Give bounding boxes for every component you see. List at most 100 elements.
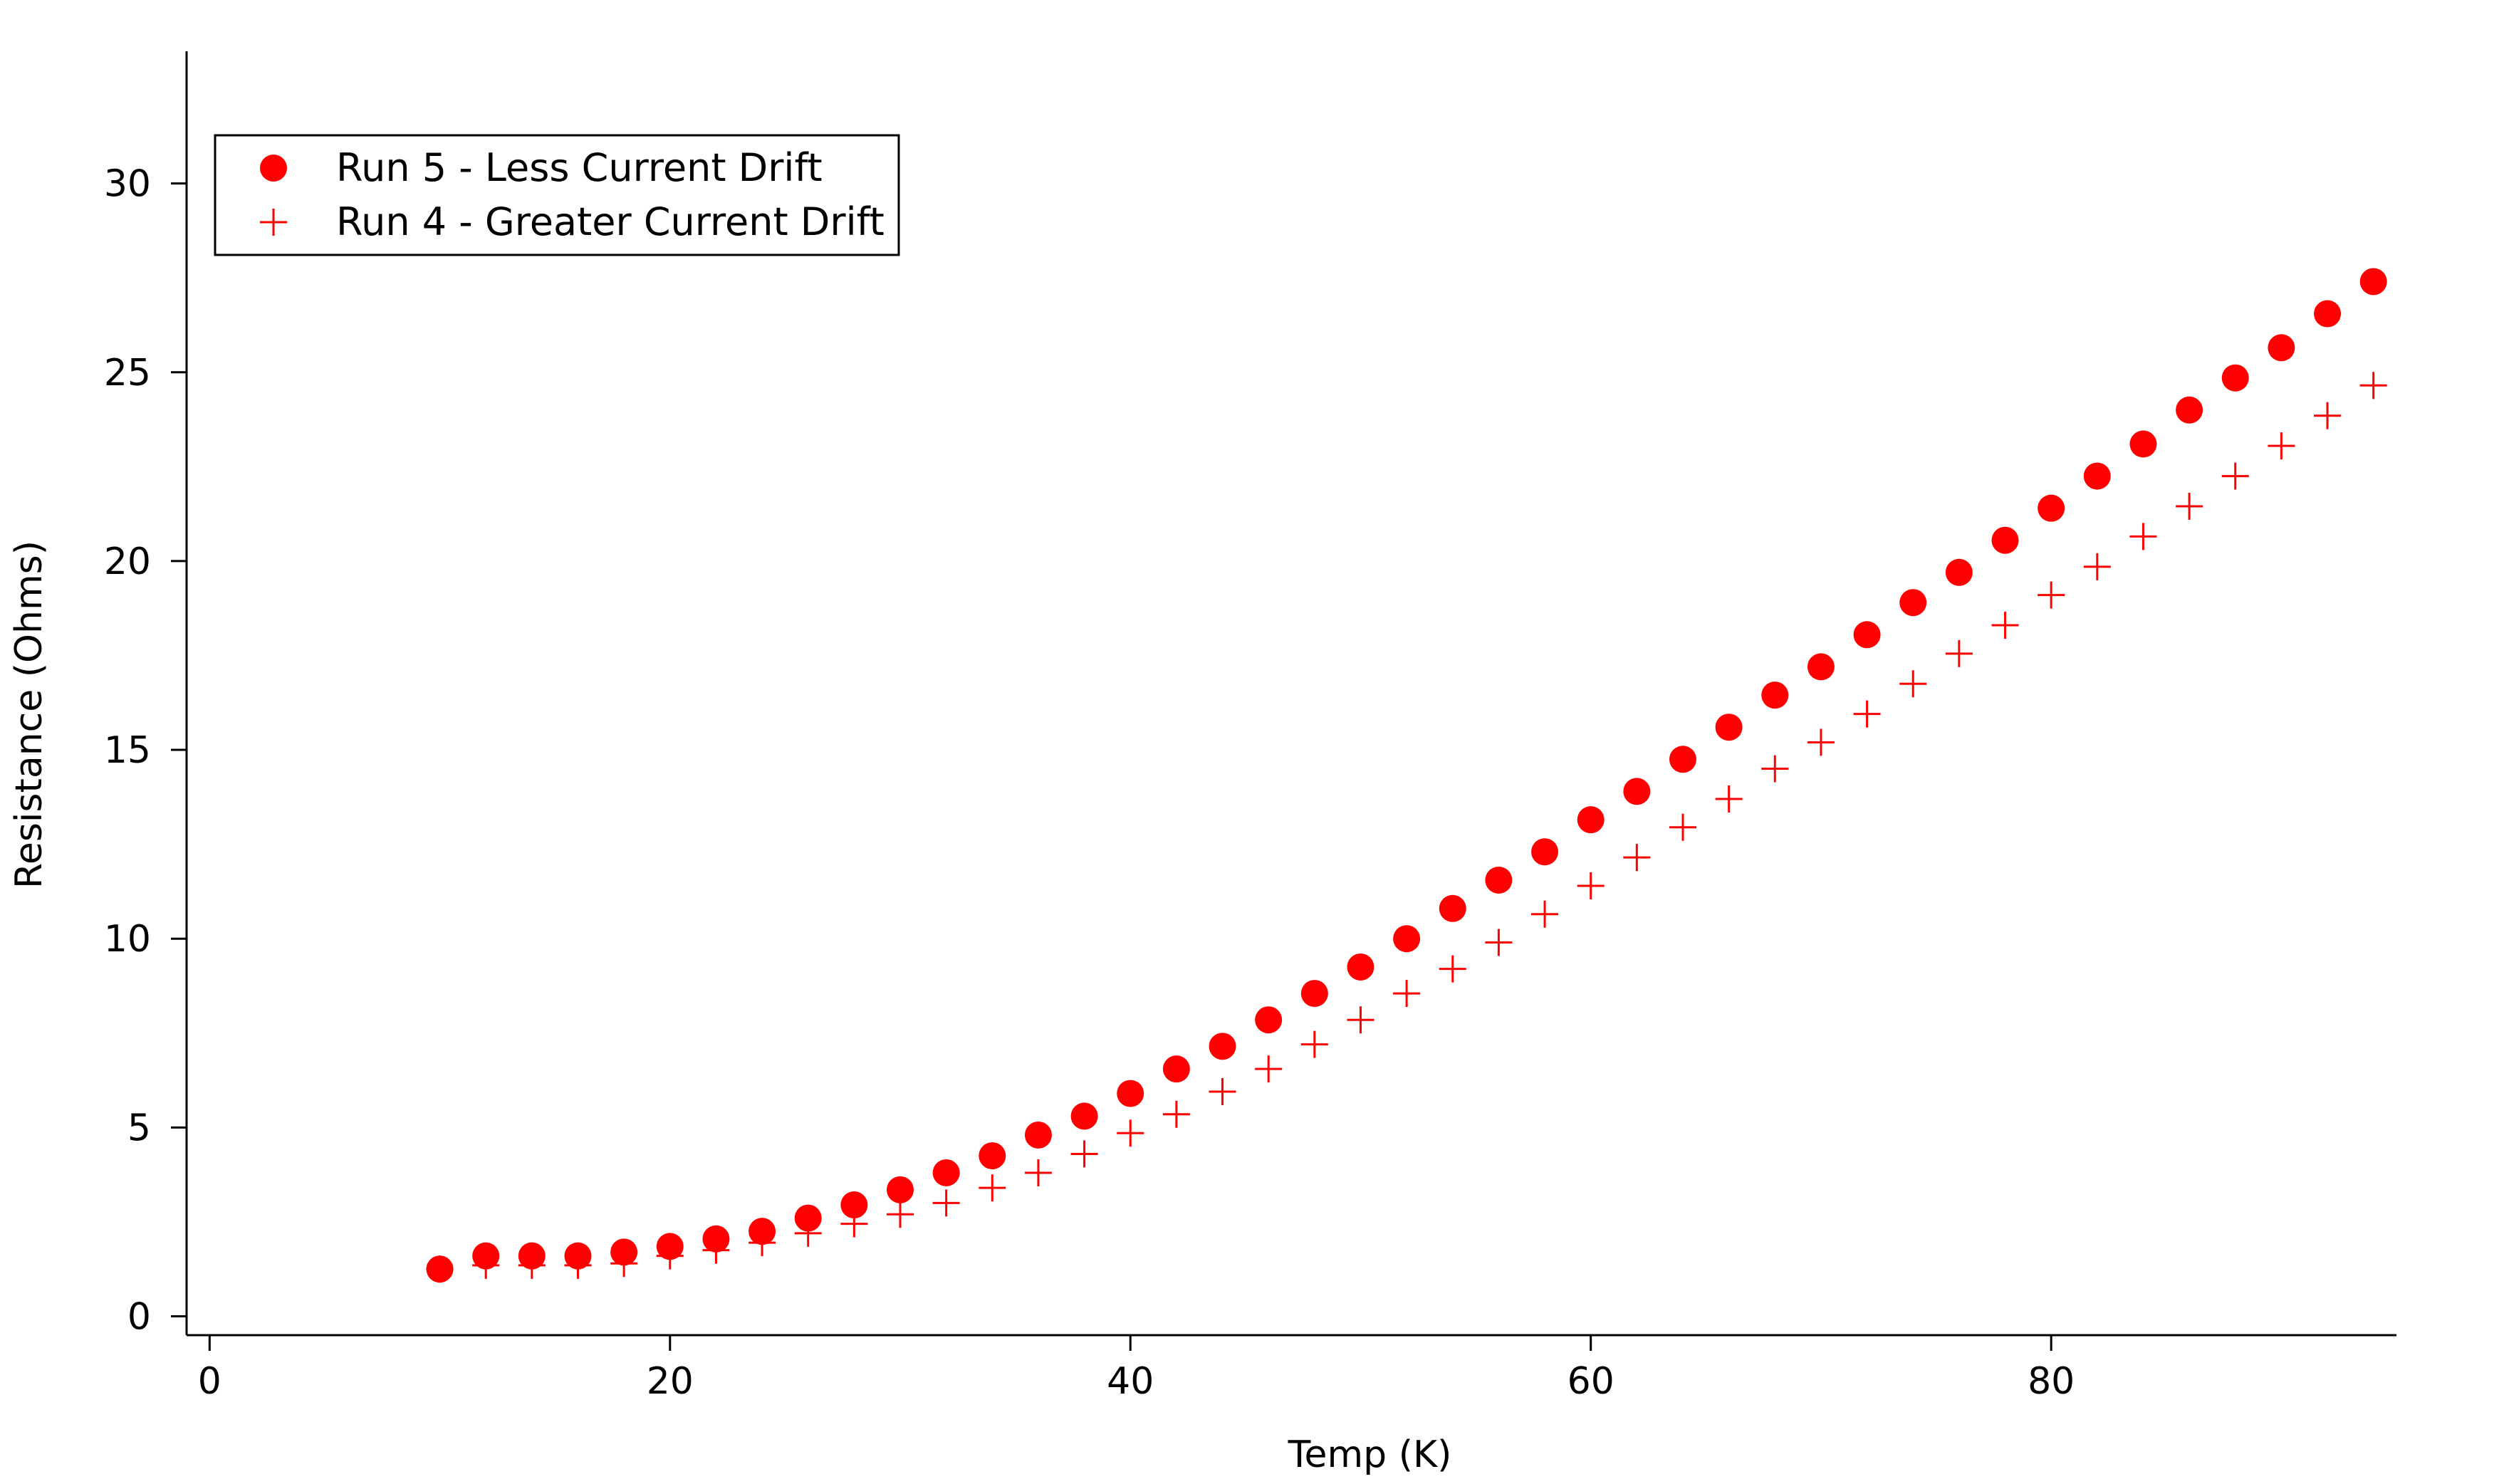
- data-point-circle: [1899, 589, 1927, 617]
- data-point-plus: [1945, 639, 1973, 667]
- data-point-plus: [2176, 493, 2203, 521]
- data-point-circle: [1300, 980, 1328, 1008]
- legend-marker-circle: [260, 155, 287, 182]
- data-point-circle: [2221, 364, 2249, 392]
- y-tick-label: 25: [104, 352, 151, 394]
- y-tick-label: 5: [127, 1107, 151, 1149]
- data-point-circle: [2268, 334, 2295, 362]
- data-point-circle: [840, 1191, 868, 1219]
- data-point-circle: [1531, 838, 1559, 866]
- data-point-circle: [426, 1255, 454, 1283]
- data-point-plus: [2083, 553, 2111, 580]
- data-point-circle: [656, 1233, 684, 1260]
- data-point-plus: [2038, 581, 2065, 609]
- legend-label: Run 5 - Less Current Drift: [336, 145, 823, 190]
- data-point-plus: [1531, 900, 1559, 928]
- y-tick-label: 10: [104, 918, 151, 961]
- data-point-circle: [2038, 494, 2065, 522]
- data-point-circle: [1393, 925, 1421, 953]
- data-point-circle: [2083, 462, 2111, 490]
- data-point-plus: [932, 1189, 960, 1217]
- data-point-plus: [2129, 523, 2157, 550]
- data-point-plus: [1899, 670, 1927, 698]
- data-point-circle: [932, 1159, 960, 1186]
- data-point-plus: [2268, 432, 2295, 460]
- data-point-circle: [1439, 894, 1466, 922]
- y-axis-title: Resistance (Ohms): [8, 540, 51, 889]
- data-point-plus: [2221, 462, 2249, 490]
- data-point-circle: [887, 1176, 914, 1203]
- data-point-plus: [1623, 844, 1651, 872]
- data-point-circle: [702, 1225, 730, 1253]
- data-point-plus: [1669, 813, 1696, 841]
- data-point-circle: [1715, 714, 1743, 741]
- legend-label: Run 4 - Greater Current Drift: [336, 199, 885, 244]
- data-point-circle: [2129, 430, 2157, 458]
- data-point-circle: [1623, 778, 1651, 805]
- data-point-plus: [1024, 1159, 1052, 1186]
- data-point-circle: [1577, 806, 1605, 834]
- data-point-circle: [2176, 396, 2203, 424]
- x-tick-label: 60: [1567, 1360, 1614, 1403]
- data-point-circle: [748, 1218, 776, 1245]
- data-point-circle: [1669, 746, 1696, 773]
- data-point-circle: [1991, 526, 2019, 554]
- data-point-plus: [2314, 402, 2342, 429]
- data-point-plus: [1070, 1140, 1098, 1168]
- x-tick-label: 80: [2028, 1360, 2075, 1403]
- data-point-circle: [1070, 1102, 1098, 1130]
- data-point-circle: [610, 1238, 638, 1266]
- data-point-plus: [1761, 755, 1789, 783]
- ticks: 0 20 40 60 80 0 5 10 15 20 25 30: [104, 163, 2075, 1403]
- data-point-plus: [887, 1201, 914, 1228]
- data-point-circle: [1209, 1033, 1236, 1060]
- data-point-circle: [1761, 681, 1789, 709]
- y-tick-label: 20: [104, 540, 151, 583]
- y-tick-label: 0: [127, 1295, 151, 1338]
- data-point-plus: [1485, 929, 1513, 956]
- data-point-circle: [1853, 621, 1881, 649]
- x-axis-title: Temp (K): [1288, 1433, 1452, 1476]
- data-point-plus: [1991, 612, 2019, 639]
- data-point-circle: [1807, 653, 1835, 681]
- data-point-circle: [1117, 1080, 1144, 1107]
- data-point-plus: [1807, 728, 1835, 756]
- legend-box: [214, 134, 900, 256]
- data-point-circle: [1024, 1121, 1052, 1149]
- data-point-plus: [1347, 1006, 1374, 1034]
- data-point-plus: [1715, 785, 1743, 812]
- x-tick-label: 20: [647, 1360, 694, 1403]
- data-point-plus: [1439, 955, 1466, 983]
- data-point-circle: [1945, 558, 1973, 586]
- data-point-plus: [2359, 372, 2387, 399]
- data-point-plus: [1393, 980, 1421, 1008]
- data-point-plus: [1577, 872, 1605, 899]
- data-point-plus: [1117, 1119, 1144, 1147]
- y-tick-label: 15: [104, 729, 151, 772]
- series-layer: [426, 268, 2387, 1283]
- x-tick-label: 0: [198, 1360, 221, 1403]
- legend-marker-plus: [260, 209, 287, 236]
- data-point-circle: [2359, 268, 2387, 296]
- data-point-circle: [1485, 866, 1513, 894]
- data-point-plus: [979, 1174, 1006, 1202]
- data-point-circle: [1347, 953, 1374, 981]
- x-tick-label: 40: [1107, 1360, 1154, 1403]
- data-point-circle: [2314, 300, 2342, 328]
- data-point-circle: [1255, 1006, 1283, 1034]
- data-point-circle: [1162, 1055, 1190, 1083]
- data-point-plus: [1853, 700, 1881, 728]
- data-point-circle: [979, 1142, 1006, 1170]
- data-point-circle: [472, 1242, 500, 1270]
- axes: [185, 51, 2396, 1337]
- y-tick-label: 30: [104, 163, 151, 206]
- data-point-plus: [1300, 1030, 1328, 1058]
- data-point-plus: [1162, 1100, 1190, 1128]
- data-point-circle: [564, 1242, 592, 1270]
- data-point-circle: [518, 1242, 546, 1270]
- data-point-circle: [794, 1204, 822, 1232]
- legend: Run 5 - Less Current Drift Run 4 - Greate…: [214, 134, 900, 256]
- data-point-plus: [1255, 1055, 1283, 1083]
- data-point-plus: [1209, 1077, 1236, 1105]
